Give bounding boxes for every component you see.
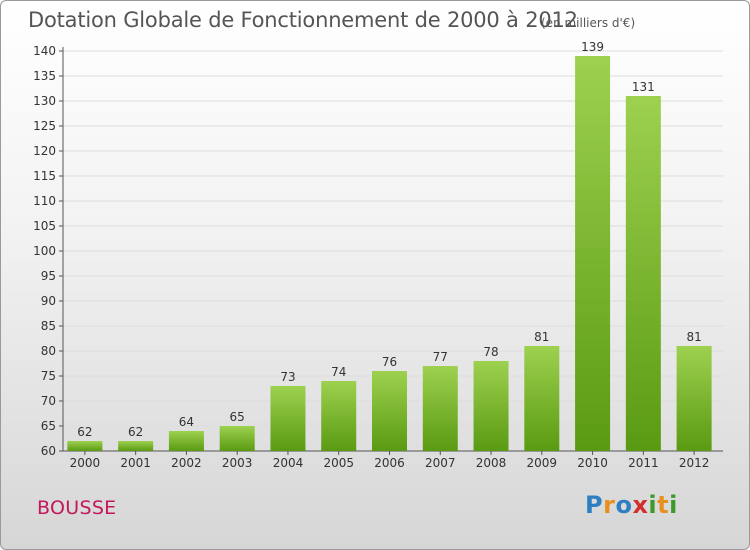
x-tick-label: 2005 bbox=[323, 456, 354, 470]
data-label: 139 bbox=[581, 40, 604, 54]
data-label: 78 bbox=[483, 345, 498, 359]
bar-2005 bbox=[321, 381, 357, 451]
data-label: 62 bbox=[128, 425, 143, 439]
y-tick-label: 70 bbox=[41, 394, 56, 408]
data-label: 76 bbox=[382, 355, 397, 369]
data-label: 81 bbox=[686, 330, 701, 344]
y-tick-label: 100 bbox=[33, 244, 56, 258]
label-layer: 62 62 64 65 73 74 76 77 78 81 139 131 81 bbox=[77, 40, 702, 439]
x-tick-label: 2001 bbox=[120, 456, 151, 470]
x-tick-label: 2002 bbox=[171, 456, 202, 470]
x-tick-label: 2004 bbox=[273, 456, 304, 470]
y-tick-label: 105 bbox=[33, 219, 56, 233]
y-tick-label: 75 bbox=[41, 369, 56, 383]
data-label: 64 bbox=[179, 415, 194, 429]
data-label: 62 bbox=[77, 425, 92, 439]
bar-2008 bbox=[473, 361, 509, 451]
y-tick-label: 85 bbox=[41, 319, 56, 333]
bar-2012 bbox=[676, 346, 712, 451]
x-tick-label: 2012 bbox=[679, 456, 710, 470]
data-label: 74 bbox=[331, 365, 346, 379]
x-tick-label: 2003 bbox=[222, 456, 253, 470]
x-tick-label: 2007 bbox=[425, 456, 456, 470]
data-label: 65 bbox=[230, 410, 245, 424]
bar-2010 bbox=[575, 56, 611, 451]
y-tick-label: 60 bbox=[41, 444, 56, 458]
y-tick-label: 90 bbox=[41, 294, 56, 308]
bar-2006 bbox=[372, 371, 407, 451]
chart-title: Dotation Globale de Fonctionnement de 20… bbox=[28, 8, 578, 32]
y-tick-label: 130 bbox=[33, 94, 56, 108]
y-tick-label: 120 bbox=[33, 144, 56, 158]
bar-2002 bbox=[168, 431, 204, 451]
bar-2011 bbox=[625, 96, 661, 451]
data-label: 81 bbox=[534, 330, 549, 344]
data-label: 73 bbox=[280, 370, 295, 384]
bar-layer bbox=[67, 56, 712, 451]
x-tick-label: 2009 bbox=[527, 456, 558, 470]
x-tick-label: 2011 bbox=[628, 456, 659, 470]
data-label: 131 bbox=[632, 80, 655, 94]
data-label: 77 bbox=[433, 350, 448, 364]
x-tick-label: 2008 bbox=[476, 456, 507, 470]
y-tick-label: 65 bbox=[41, 419, 56, 433]
bar-2003 bbox=[219, 426, 255, 451]
bar-2001 bbox=[118, 441, 154, 451]
proxiti-logo: Proxiti bbox=[585, 491, 678, 519]
y-tick-label: 80 bbox=[41, 344, 56, 358]
chart-unit: (en milliers d'€) bbox=[541, 16, 636, 30]
bar-2000 bbox=[67, 441, 103, 451]
y-tick-label: 140 bbox=[33, 44, 56, 58]
y-tick-label: 125 bbox=[33, 119, 56, 133]
bar-2004 bbox=[270, 386, 306, 451]
y-tick-label: 110 bbox=[33, 194, 56, 208]
y-tick-label: 95 bbox=[41, 269, 56, 283]
x-tick-label: 2010 bbox=[577, 456, 608, 470]
y-tick-label: 115 bbox=[33, 169, 56, 183]
bar-2007 bbox=[422, 366, 458, 451]
x-tick-label: 2000 bbox=[70, 456, 101, 470]
bar-2009 bbox=[524, 346, 560, 451]
y-tick-label: 135 bbox=[33, 69, 56, 83]
commune-name: BOUSSE bbox=[37, 497, 117, 519]
x-tick-label: 2006 bbox=[374, 456, 405, 470]
